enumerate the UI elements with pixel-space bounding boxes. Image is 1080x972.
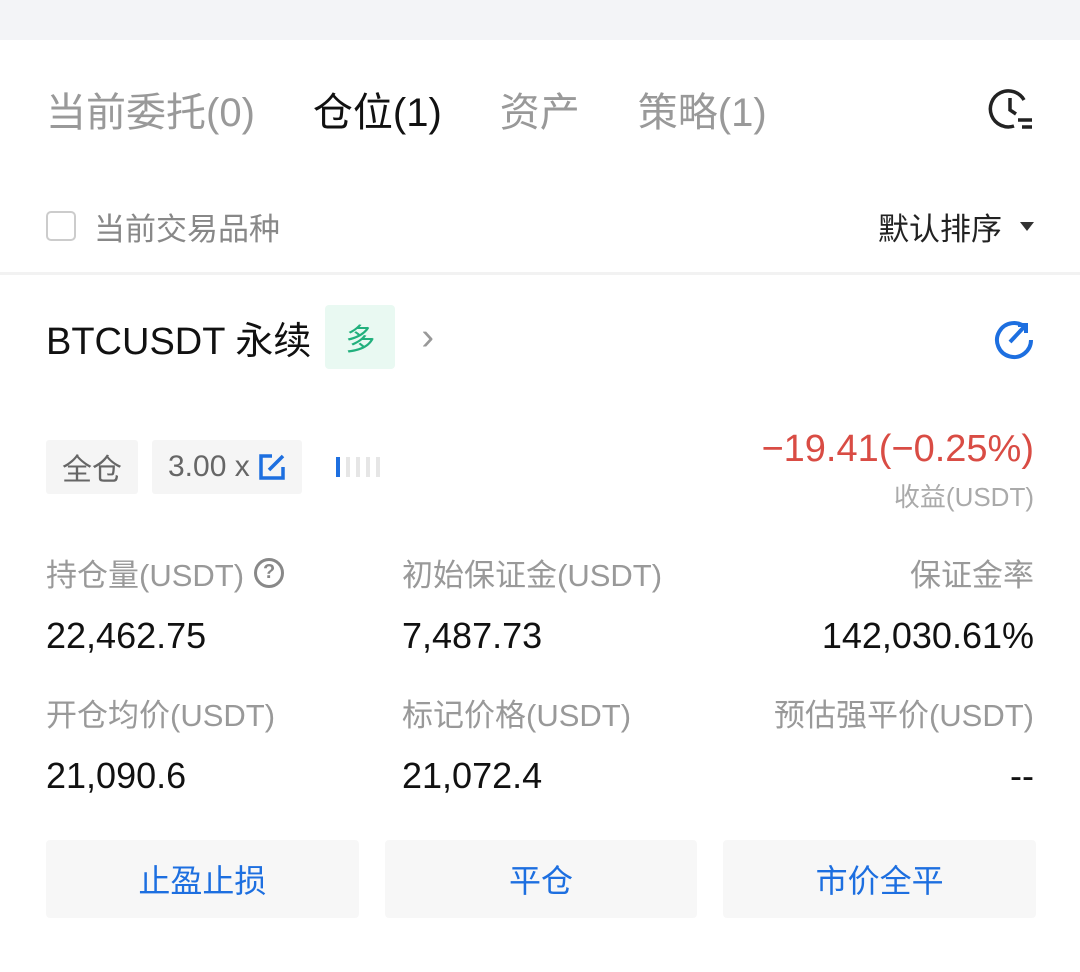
- tab-assets[interactable]: 资产: [499, 91, 580, 135]
- metric-label: 保证金率: [910, 558, 1034, 593]
- metric-value: 7,487.73: [402, 615, 543, 656]
- pnl-label: 收益(USDT): [893, 482, 1034, 512]
- metric-label: 预估强平价(USDT): [773, 698, 1034, 733]
- risk-bar: [345, 457, 350, 477]
- close-position-button[interactable]: 平仓: [384, 840, 698, 918]
- leverage-chip[interactable]: 3.00 x: [152, 440, 302, 494]
- tab-positions[interactable]: 仓位(1): [312, 91, 442, 135]
- metric-value: 22,462.75: [46, 615, 207, 656]
- metric-initial-margin: 初始保证金(USDT) 7,487.73: [362, 550, 718, 690]
- leverage-value: 3.00 x: [168, 450, 250, 483]
- sort-dropdown[interactable]: 默认排序: [878, 204, 1034, 249]
- risk-bar: [335, 457, 340, 477]
- caret-down-icon: [1020, 221, 1034, 231]
- symbol-name: BTCUSDT 永续: [46, 320, 312, 363]
- metric-value: 142,030.61%: [821, 615, 1034, 656]
- metric-position-size: 持仓量(USDT)? 22,462.75: [46, 550, 362, 690]
- metric-value: 21,090.6: [46, 755, 187, 796]
- metrics-grid: 持仓量(USDT)? 22,462.75 初始保证金(USDT) 7,487.7…: [46, 550, 1034, 830]
- divider: [0, 272, 1080, 275]
- action-buttons: 止盈止损 平仓 市价全平: [46, 840, 1037, 918]
- current-symbol-checkbox[interactable]: [46, 211, 76, 241]
- tab-strategies[interactable]: 策略(1): [637, 91, 767, 135]
- pnl-block: −19.41(−0.25%) 收益(USDT): [761, 428, 1034, 514]
- metric-value: --: [1010, 755, 1034, 796]
- metric-label: 持仓量(USDT): [46, 558, 245, 593]
- metric-liquidation-price: 预估强平价(USDT) --: [718, 690, 1034, 830]
- risk-bar: [365, 457, 370, 477]
- metric-value: 21,072.4: [402, 755, 543, 796]
- risk-bar: [355, 457, 360, 477]
- history-clock-icon[interactable]: [988, 86, 1034, 132]
- share-icon[interactable]: [992, 316, 1036, 360]
- pnl-value: −19.41(−0.25%): [761, 428, 1034, 470]
- metric-label: 初始保证金(USDT): [402, 558, 663, 593]
- tab-open-orders[interactable]: 当前委托(0): [46, 91, 255, 135]
- position-header[interactable]: BTCUSDT 永续 多 ›: [46, 305, 434, 369]
- metric-label: 开仓均价(USDT): [46, 698, 276, 733]
- metric-entry-price: 开仓均价(USDT) 21,090.6: [46, 690, 362, 830]
- edit-icon[interactable]: [258, 453, 286, 481]
- help-icon[interactable]: ?: [254, 557, 285, 588]
- tp-sl-button[interactable]: 止盈止损: [46, 840, 359, 918]
- market-close-all-button[interactable]: 市价全平: [723, 840, 1037, 918]
- margin-mode-chip[interactable]: 全仓: [46, 440, 138, 494]
- sort-label: 默认排序: [878, 211, 1002, 247]
- chevron-right-icon[interactable]: ›: [421, 315, 434, 358]
- position-settings: 全仓 3.00 x: [46, 440, 380, 494]
- tab-bar: 当前委托(0) 仓位(1) 资产 策略(1): [46, 78, 1034, 140]
- metric-mark-price: 标记价格(USDT) 21,072.4: [362, 690, 718, 830]
- side-badge: 多: [325, 305, 396, 369]
- risk-bar: [375, 457, 380, 477]
- filter-row: 当前交易品种 默认排序: [46, 200, 1034, 252]
- metric-margin-ratio: 保证金率 142,030.61%: [718, 550, 1034, 690]
- metric-label: 标记价格(USDT): [402, 698, 632, 733]
- checkbox-label[interactable]: 当前交易品种: [94, 211, 280, 247]
- top-bar: [0, 0, 1080, 40]
- risk-level-indicator: [335, 457, 380, 477]
